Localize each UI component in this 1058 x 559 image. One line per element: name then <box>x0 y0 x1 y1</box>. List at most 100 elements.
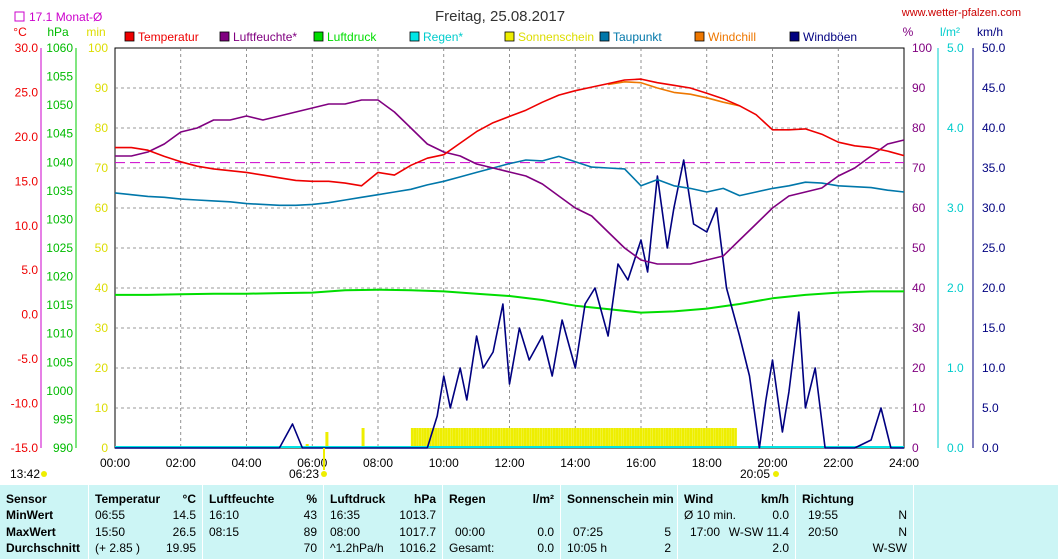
x-tick-label: 00:00 <box>100 456 130 470</box>
wind-column: Wind km/h Ø 10 min. 0.0 17:00 W-SW 11.4 2.0 <box>678 485 795 559</box>
max-label: MaxWert <box>6 525 56 539</box>
windchill-line <box>607 81 740 107</box>
sunshine-bar <box>481 428 485 448</box>
rain-tick-label: 5.0 <box>947 41 964 55</box>
wind-unit: km/h <box>760 492 789 506</box>
sunshine-bar <box>684 428 687 448</box>
wind-tick-label: 50.0 <box>982 41 1006 55</box>
hum-unit: % <box>306 492 317 506</box>
sunshine-bar <box>652 428 656 448</box>
sunshine-bar <box>442 428 445 448</box>
sunshine-bar <box>715 428 719 448</box>
legend-label: Luftdruck <box>327 30 377 44</box>
sunshine-bar <box>516 428 519 448</box>
pressure-tick-label: 1055 <box>46 70 73 84</box>
sunshine-bar <box>642 428 645 448</box>
dir-max-value: N <box>898 525 907 539</box>
pressure-tick-label: 1060 <box>46 41 73 55</box>
pressure-tick-label: 1045 <box>46 127 73 141</box>
sunshine-bar <box>410 428 414 448</box>
sunshine-bar <box>434 428 438 448</box>
sunshine-bar <box>468 428 472 448</box>
min-label: MinWert <box>6 508 54 522</box>
sunshine-bar <box>566 428 569 448</box>
month-avg-marker <box>14 11 25 22</box>
sunshine-bar <box>426 428 430 448</box>
sunshine-bar <box>492 428 495 448</box>
wind-tick-label: 40.0 <box>982 121 1006 135</box>
temperature-line <box>115 78 905 187</box>
wind-max-time: 17:00 <box>690 525 721 539</box>
sunshine-bar <box>626 428 630 448</box>
legend-swatch <box>504 31 515 42</box>
pressure-tick-label: 1025 <box>46 241 73 255</box>
temp-max-value: 26.5 <box>172 525 196 539</box>
sunshine-bar <box>621 428 624 448</box>
temp-max-time: 15:50 <box>95 525 126 539</box>
sunshine-bar <box>579 428 582 448</box>
sun-avg-value: 2 <box>664 541 671 555</box>
month-avg-label: 17.1 Monat-Ø <box>29 10 102 24</box>
pressure-tick-label: 1010 <box>46 327 73 341</box>
rain-column: Regen l/m² 00:00 0.0 Gesamt: 0.0 <box>443 485 560 559</box>
sunshine-bar <box>424 428 427 448</box>
wind-tick-label: 20.0 <box>982 281 1006 295</box>
dir-min-value: N <box>898 508 907 522</box>
hum-max-value: 89 <box>303 525 317 539</box>
sunshine-bar <box>447 428 451 448</box>
sunshine-bar <box>463 428 466 448</box>
dewpoint-line <box>114 155 905 207</box>
sunshine-bar <box>413 428 417 448</box>
sunshine-bar <box>605 428 608 448</box>
temp-unit: °C <box>182 492 196 506</box>
statistics-table: Sensor MinWert MaxWert Durchschnitt Temp… <box>0 485 1058 559</box>
sunshine-bar <box>702 428 706 448</box>
rain-unit: l/m² <box>532 492 554 506</box>
direction-column: Richtung 19:55 N 20:50 N W-SW <box>796 485 913 559</box>
x-tick-label: 06:00 <box>297 456 327 470</box>
wind-tick-label: 5.0 <box>982 401 999 415</box>
sun-header: Sonnenschein min <box>567 492 674 506</box>
temp-tick-label: 15.0 <box>15 174 39 188</box>
legend-swatch <box>124 31 135 42</box>
sunshine-bar <box>460 428 464 448</box>
sunshine-bar <box>521 428 524 448</box>
sunshine-bar <box>734 428 737 448</box>
wind-tick-label: 25.0 <box>982 241 1006 255</box>
sunshine-bar <box>431 428 435 448</box>
weather-chart: 30.0 25.0 20.0 15.0 10.0 5.0 0.0 -5.0 -10.0 -15.0… <box>10 7 1021 481</box>
sunshine-bar <box>361 428 365 448</box>
sunshine-bar <box>718 428 722 448</box>
sun-tick-label: 10 <box>95 401 109 415</box>
temp-unit-label: °C <box>13 25 27 39</box>
sunshine-bar <box>692 428 695 448</box>
temp-tick-label: -10.0 <box>11 397 39 411</box>
pressure-tick-label: 1050 <box>46 98 73 112</box>
humidity-tick-label: 10 <box>912 401 926 415</box>
sunshine-bar <box>505 428 509 448</box>
sunshine-bar <box>560 428 564 448</box>
pressure-tick-label: 1040 <box>46 155 73 169</box>
sunshine-bar <box>416 428 419 448</box>
sunshine-bar <box>466 428 469 448</box>
legend-swatch <box>789 31 800 42</box>
pressure-tick-label: 995 <box>53 412 73 426</box>
sunshine-bar <box>502 428 506 448</box>
sunshine-bar <box>526 428 530 448</box>
x-tick-label: 08:00 <box>363 456 393 470</box>
press-max-value: 1017.7 <box>399 525 436 539</box>
sunshine-bar <box>584 428 587 448</box>
sunshine-bar <box>663 428 666 448</box>
x-tick-label: 24:00 <box>889 456 919 470</box>
sunshine-bar <box>673 428 677 448</box>
legend-label: Windchill <box>708 30 756 44</box>
sunshine-bar <box>576 428 580 448</box>
wind-tick-label: 45.0 <box>982 81 1006 95</box>
legend-label: Luftfeuchte* <box>233 30 297 44</box>
sunshine-bar <box>537 428 540 448</box>
sun-total: 10:05 h <box>567 541 608 555</box>
temp-tick-label: 25.0 <box>15 85 39 99</box>
sunshine-bar <box>489 428 493 448</box>
x-tick-label: 02:00 <box>166 456 196 470</box>
sunrise-label: 06:23 <box>289 467 319 481</box>
